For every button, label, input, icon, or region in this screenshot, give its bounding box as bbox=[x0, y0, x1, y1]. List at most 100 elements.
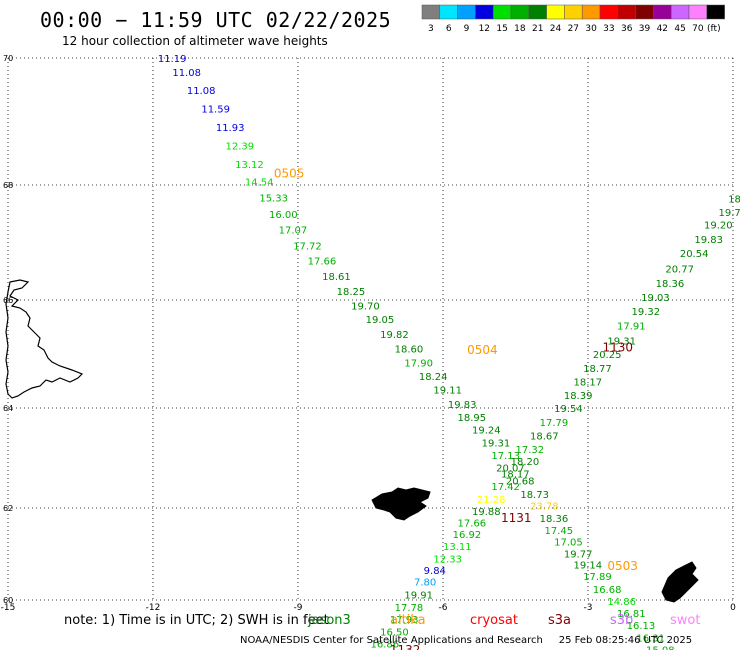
map-title: 00:00 − 11:59 UTC 02/22/2025 bbox=[40, 8, 392, 32]
wave-height-value: 16.81 bbox=[617, 609, 646, 620]
legend-swatch bbox=[457, 4, 476, 20]
wave-height-value: 17.93 bbox=[390, 615, 419, 626]
pass-time-label: 0503 bbox=[607, 559, 638, 573]
wave-height-value: 18.36 bbox=[656, 279, 685, 290]
legend-label: 42 bbox=[657, 24, 668, 34]
wave-height-value: 19.31 bbox=[607, 336, 636, 347]
lon-tick-label: -12 bbox=[146, 603, 161, 613]
wave-height-value: 19.03 bbox=[641, 293, 670, 304]
legend-label: 30 bbox=[585, 24, 597, 34]
wave-height-value: 16.68 bbox=[593, 585, 622, 596]
legend-swatch bbox=[670, 4, 690, 20]
wave-height-value: 11.93 bbox=[216, 123, 245, 134]
legend-label: 18 bbox=[514, 24, 526, 34]
wave-height-value: 18.25 bbox=[337, 287, 366, 298]
legend-label: 27 bbox=[568, 24, 579, 34]
wave-height-value: 11.08 bbox=[172, 68, 201, 79]
legend-label: 6 bbox=[446, 24, 452, 34]
legend-swatch bbox=[599, 4, 619, 20]
legend-swatch bbox=[528, 4, 547, 20]
wave-height-value: 17.78 bbox=[395, 603, 424, 614]
wave-height-value: 17.07 bbox=[279, 225, 308, 236]
wave-height-value: 19.11 bbox=[433, 385, 462, 396]
pass-time-markers: 0505050411301131050311320502 bbox=[274, 166, 638, 650]
wave-height-value: 15.33 bbox=[259, 194, 288, 205]
wave-height-value: 18.39 bbox=[564, 391, 593, 402]
lon-tick-label: -6 bbox=[439, 603, 448, 613]
credit-line: NOAA/NESDIS Center for Satellite Applica… bbox=[240, 635, 692, 646]
wave-height-value: 14.54 bbox=[245, 178, 274, 189]
pass-time-label: 1130 bbox=[603, 340, 634, 354]
pass-time-label: 1131 bbox=[501, 511, 532, 525]
legend-swatch bbox=[706, 4, 725, 20]
wave-height-value: 17.91 bbox=[617, 322, 646, 333]
lat-tick-label: 66 bbox=[3, 296, 13, 305]
legend-label: 45 bbox=[674, 24, 685, 34]
wave-height-value: 16.13 bbox=[627, 621, 656, 632]
wave-height-value: 13.12 bbox=[235, 160, 264, 171]
wave-height-value: 9.84 bbox=[424, 566, 446, 577]
track-b: 18 19.7 19.20 19.83 20.54 20.77 18.36 19.03 19.3… bbox=[371, 194, 740, 650]
wave-height-value: 18.77 bbox=[583, 364, 612, 375]
lat-tick-label: 70 bbox=[3, 54, 13, 63]
wave-height-value: 19.32 bbox=[632, 307, 661, 318]
lat-tick-label: 60 bbox=[3, 596, 13, 605]
wave-height-value: 11.08 bbox=[187, 86, 216, 97]
wave-height-value: 18.61 bbox=[322, 272, 351, 283]
lat-lon-grid bbox=[7, 57, 734, 601]
wave-height-value: 7.80 bbox=[414, 578, 436, 589]
wave-height-value: 18.17 bbox=[574, 377, 603, 388]
shetland-coast bbox=[661, 561, 699, 603]
wave-height-value: 19.14 bbox=[574, 561, 603, 572]
wave-height-value: 13.11 bbox=[443, 542, 472, 553]
satellite-label-s3b: s3b bbox=[610, 613, 634, 628]
pass-time-label: 0505 bbox=[274, 166, 305, 180]
wave-height-value: 17.13 bbox=[491, 451, 520, 462]
wave-height-value: 17.66 bbox=[308, 256, 337, 267]
wave-height-value: 21.28 bbox=[477, 495, 506, 506]
legend-unit: (ft) bbox=[707, 24, 721, 34]
legend-label: 70 bbox=[692, 24, 704, 34]
wave-height-value: 17.89 bbox=[583, 572, 612, 583]
wave-height-value: 20.54 bbox=[680, 249, 709, 260]
legend-swatch bbox=[439, 4, 458, 20]
lon-tick-label: -3 bbox=[584, 603, 593, 613]
wave-height-value: 18.17 bbox=[501, 470, 530, 481]
wave-height-value: 18.60 bbox=[395, 344, 424, 355]
legend-label: 33 bbox=[603, 24, 614, 34]
satellite-label-s3a: s3a bbox=[548, 613, 572, 628]
wave-height-value: 14.86 bbox=[607, 597, 636, 608]
legend-label: 9 bbox=[464, 24, 470, 34]
legend-swatch bbox=[492, 4, 512, 20]
legend-swatch bbox=[475, 4, 494, 20]
wave-height-value: 19.88 bbox=[472, 507, 501, 518]
legend-swatch bbox=[688, 4, 708, 20]
wave-height-value: 19.31 bbox=[482, 439, 511, 450]
satellite-label-altika: altika bbox=[390, 613, 426, 628]
wave-height-value: 18.95 bbox=[458, 413, 487, 424]
wave-height-value: 18.20 bbox=[511, 457, 540, 468]
greenland-coast bbox=[5, 279, 84, 399]
wave-height-value: 11.59 bbox=[201, 105, 230, 116]
wave-height-value: 17.32 bbox=[516, 445, 545, 456]
credit-org: NOAA/NESDIS Center for Satellite Applica… bbox=[240, 635, 543, 646]
legend-swatch bbox=[581, 4, 601, 20]
wave-height-value: 20.25 bbox=[593, 350, 622, 361]
units-note: note: 1) Time is in UTC; 2) SWH is in fe… bbox=[64, 613, 329, 628]
wave-height-value: 18.73 bbox=[520, 490, 549, 501]
wave-height-value: 15.08 bbox=[646, 645, 675, 650]
wave-height-value: 19.05 bbox=[366, 315, 395, 326]
wave-height-value: 19.82 bbox=[380, 330, 409, 341]
wave-height-value: 18.36 bbox=[540, 514, 569, 525]
legend-swatch bbox=[546, 4, 565, 20]
color-legend: 3 6 9 12 15 18 21 24 27 30 33 36 39 42 45 70 (ft) bbox=[421, 4, 725, 34]
legend-label: 15 bbox=[496, 24, 507, 34]
legend-label: 24 bbox=[550, 24, 562, 34]
wave-height-value: 17.79 bbox=[540, 418, 569, 429]
wave-height-value: 20.68 bbox=[506, 477, 535, 488]
wave-height-value: 23.78 bbox=[530, 501, 559, 512]
wave-height-value: 18.67 bbox=[530, 432, 559, 443]
satellite-label-swot: swot bbox=[670, 613, 701, 628]
wave-height-value: 19.91 bbox=[404, 591, 433, 602]
